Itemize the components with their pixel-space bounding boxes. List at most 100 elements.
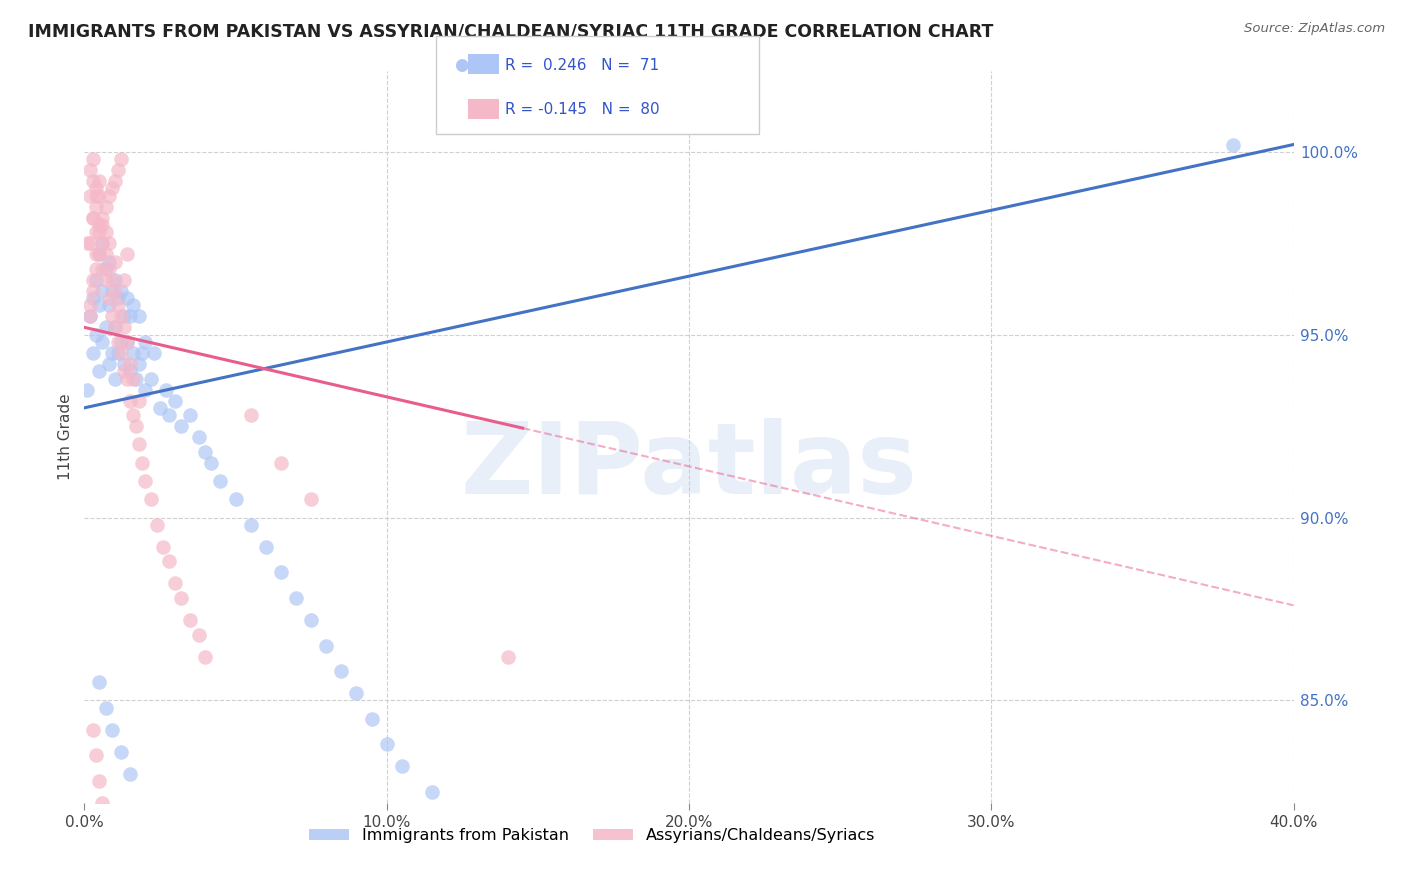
Point — [115, 291, 138, 305]
Point — [100, 273, 122, 287]
Point — [112, 310, 135, 324]
Point — [188, 430, 211, 444]
Point — [89, 364, 111, 378]
Point — [420, 785, 443, 799]
Point — [110, 284, 132, 298]
Point — [131, 346, 153, 360]
Point — [104, 320, 127, 334]
Point — [170, 591, 193, 605]
Point — [115, 371, 138, 385]
Point — [346, 686, 368, 700]
Point — [97, 291, 120, 305]
Point — [86, 181, 108, 195]
Point — [1222, 137, 1244, 152]
Point — [285, 591, 308, 605]
Point — [112, 320, 135, 334]
Point — [76, 383, 98, 397]
Y-axis label: 11th Grade: 11th Grade — [58, 393, 73, 481]
Point — [118, 357, 141, 371]
Point — [86, 748, 108, 763]
Point — [97, 357, 120, 371]
Point — [97, 298, 120, 312]
Point — [91, 334, 114, 349]
Point — [89, 174, 111, 188]
Point — [76, 236, 98, 251]
Point — [118, 393, 141, 408]
Point — [86, 247, 108, 261]
Point — [89, 773, 111, 788]
Point — [115, 334, 138, 349]
Point — [91, 261, 114, 276]
Point — [82, 284, 104, 298]
Point — [112, 273, 135, 287]
Point — [142, 346, 165, 360]
Point — [94, 200, 117, 214]
Point — [82, 152, 104, 166]
Point — [128, 310, 150, 324]
Point — [82, 211, 104, 225]
Point — [115, 247, 138, 261]
Point — [110, 152, 132, 166]
Point — [89, 218, 111, 232]
Point — [121, 346, 143, 360]
Point — [104, 174, 127, 188]
Point — [82, 174, 104, 188]
Point — [94, 320, 117, 334]
Point — [110, 334, 132, 349]
Point — [254, 540, 277, 554]
Text: IMMIGRANTS FROM PAKISTAN VS ASSYRIAN/CHALDEAN/SYRIAC 11TH GRADE CORRELATION CHAR: IMMIGRANTS FROM PAKISTAN VS ASSYRIAN/CHA… — [28, 22, 994, 40]
Point — [112, 357, 135, 371]
Point — [149, 401, 172, 415]
Point — [239, 517, 262, 532]
Point — [89, 298, 111, 312]
Point — [194, 649, 217, 664]
Point — [82, 723, 104, 737]
Point — [225, 492, 247, 507]
Text: ●: ● — [454, 56, 468, 74]
Point — [104, 254, 127, 268]
Point — [86, 200, 108, 214]
Point — [112, 364, 135, 378]
Point — [152, 540, 174, 554]
Point — [91, 211, 114, 225]
Point — [110, 310, 132, 324]
Point — [91, 796, 114, 810]
Point — [79, 310, 101, 324]
Point — [100, 181, 122, 195]
Point — [94, 273, 117, 287]
Point — [94, 261, 117, 276]
Point — [391, 759, 413, 773]
Point — [91, 218, 114, 232]
Point — [209, 474, 232, 488]
Point — [104, 320, 127, 334]
Point — [200, 456, 222, 470]
Point — [97, 188, 120, 202]
Text: ZIPatlas: ZIPatlas — [461, 417, 917, 515]
Point — [91, 236, 114, 251]
Point — [79, 236, 101, 251]
Point — [86, 273, 108, 287]
Point — [125, 371, 148, 385]
Point — [375, 737, 398, 751]
Point — [299, 613, 322, 627]
Point — [155, 383, 177, 397]
Point — [100, 310, 122, 324]
Point — [179, 408, 201, 422]
Point — [94, 247, 117, 261]
Point — [79, 298, 101, 312]
Point — [82, 346, 104, 360]
Point — [79, 163, 101, 178]
Point — [115, 334, 138, 349]
Text: Source: ZipAtlas.com: Source: ZipAtlas.com — [1244, 22, 1385, 36]
Point — [89, 247, 111, 261]
Point — [194, 444, 217, 458]
Point — [170, 419, 193, 434]
Point — [315, 639, 337, 653]
Point — [91, 236, 114, 251]
Point — [97, 236, 120, 251]
Point — [330, 664, 353, 678]
Point — [91, 284, 114, 298]
Text: R =  0.246   N =  71: R = 0.246 N = 71 — [505, 58, 659, 72]
Point — [270, 456, 292, 470]
Point — [134, 383, 156, 397]
